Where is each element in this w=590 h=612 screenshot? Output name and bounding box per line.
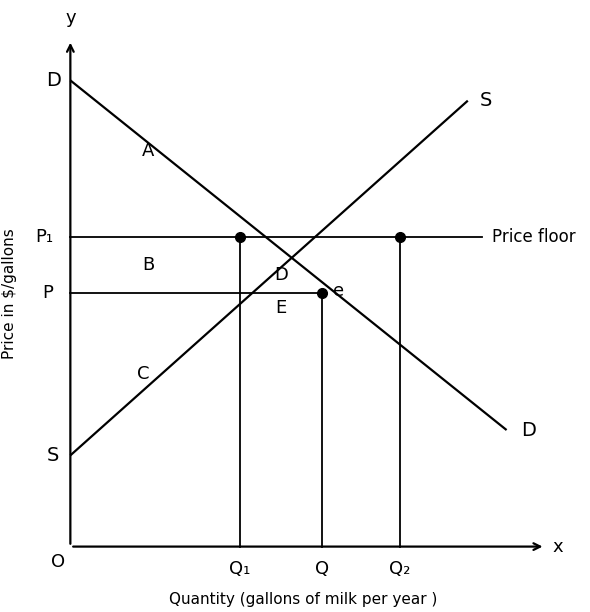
Text: x: x [553,537,563,556]
Text: D: D [521,420,536,439]
Text: Q: Q [315,561,329,578]
Text: S: S [47,446,60,465]
Text: Q₁: Q₁ [230,561,251,578]
Text: C: C [137,365,149,383]
Text: D: D [274,266,288,285]
Text: e: e [333,282,344,300]
Text: S: S [480,91,492,110]
Text: O: O [51,553,65,571]
Text: P₁: P₁ [35,228,53,247]
Text: A: A [142,143,154,160]
Text: Q₂: Q₂ [389,561,411,578]
Text: Price in $/gallons: Price in $/gallons [2,228,17,359]
Text: Quantity (gallons of milk per year ): Quantity (gallons of milk per year ) [169,592,437,607]
Text: y: y [65,9,76,27]
Text: D: D [46,71,61,90]
Text: Price floor: Price floor [492,228,576,247]
Text: B: B [142,256,154,274]
Text: E: E [276,299,287,318]
Text: P: P [42,284,53,302]
